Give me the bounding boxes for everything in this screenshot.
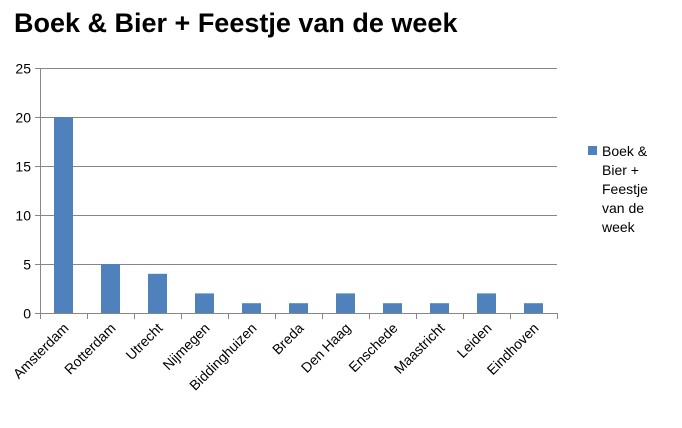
bar <box>289 303 308 313</box>
bar <box>430 303 449 313</box>
legend-label: Boek & <box>602 143 648 159</box>
x-tick-label: Amsterdam <box>10 320 72 382</box>
legend-label: van de <box>602 200 644 216</box>
bar <box>383 303 402 313</box>
x-tick-label: Den Haag <box>298 320 354 376</box>
y-tick-label: 25 <box>15 61 31 77</box>
legend-label: week <box>601 219 636 235</box>
x-tick-label: Breda <box>269 320 307 358</box>
bar <box>195 293 214 313</box>
bar <box>148 273 167 313</box>
x-tick-label: Leiden <box>454 320 495 361</box>
y-tick-label: 20 <box>15 110 31 126</box>
x-tick-label: Eindhoven <box>484 320 542 378</box>
bar <box>336 293 355 313</box>
legend-label: Bier + <box>602 162 639 178</box>
x-tick-label: Maastricht <box>391 320 448 377</box>
legend-swatch <box>588 146 597 155</box>
bar <box>54 117 73 313</box>
legend-label: Feestje <box>602 181 648 197</box>
x-tick-label: Utrecht <box>122 320 165 363</box>
y-tick-label: 15 <box>15 159 31 175</box>
x-tick-label: Rotterdam <box>61 320 119 378</box>
y-tick-label: 10 <box>15 208 31 224</box>
bar <box>477 293 496 313</box>
chart-title: Boek & Bier + Feestje van de week <box>14 8 458 38</box>
y-tick-label: 0 <box>23 306 31 322</box>
bar <box>524 303 543 313</box>
bar <box>101 264 120 313</box>
bar <box>242 303 261 313</box>
y-tick-label: 5 <box>23 257 31 273</box>
